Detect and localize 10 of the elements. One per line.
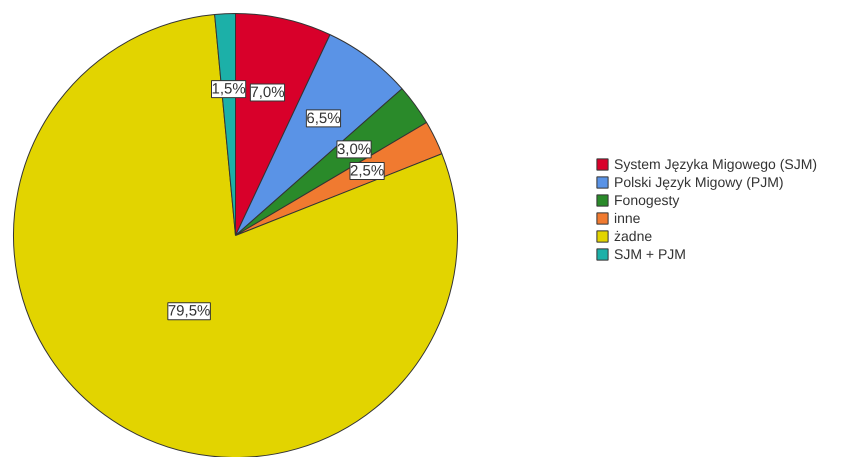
data-label: 7,0% <box>250 84 285 102</box>
data-label: 3,0% <box>336 140 372 158</box>
legend-label: System Języka Migowego (SJM) <box>614 156 818 172</box>
legend-label: Fonogesty <box>614 192 680 208</box>
legend-label: SJM + PJM <box>614 246 686 262</box>
data-label: 6,5% <box>306 110 341 127</box>
data-label: 79,5% <box>168 302 210 320</box>
legend-label: żadne <box>614 228 652 244</box>
legend-label: inne <box>614 210 640 226</box>
legend-label: Polski Język Migowy (PJM) <box>614 174 784 190</box>
